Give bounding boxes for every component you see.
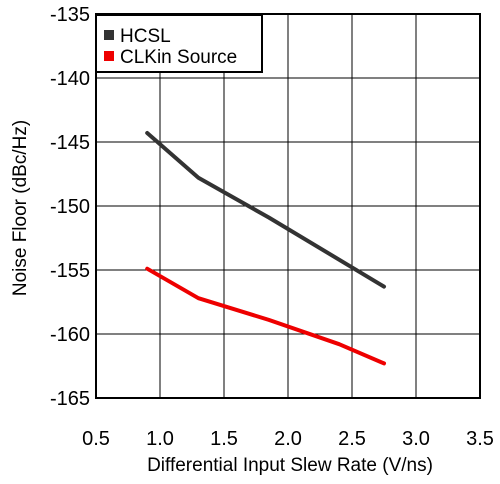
x-tick-label: 1.5 bbox=[210, 428, 238, 450]
x-tick-label: 3.5 bbox=[466, 428, 494, 450]
y-tick-label: -155 bbox=[50, 260, 90, 282]
x-tick-label: 3.0 bbox=[402, 428, 430, 450]
legend-swatch-clkin-source bbox=[104, 51, 114, 61]
y-tick-label: -135 bbox=[50, 4, 90, 26]
y-axis-title: Noise Floor (dBc/Hz) bbox=[10, 120, 31, 296]
legend-box bbox=[95, 14, 263, 73]
x-tick-label: 1.0 bbox=[146, 428, 174, 450]
legend: HCSL CLKin Source bbox=[95, 14, 263, 73]
y-tick-label: -145 bbox=[50, 132, 90, 154]
x-tick-label: 0.5 bbox=[82, 428, 110, 450]
legend-label-clkin-source: CLKin Source bbox=[120, 47, 237, 68]
y-tick-label: -165 bbox=[50, 388, 90, 410]
series-layer bbox=[145, 131, 386, 366]
legend-label-hcsl: HCSL bbox=[120, 26, 171, 47]
legend-swatch-hcsl bbox=[104, 30, 114, 40]
x-tick-label: 2.0 bbox=[274, 428, 302, 450]
y-tick-label: -150 bbox=[50, 196, 90, 218]
y-tick-label: -140 bbox=[50, 68, 90, 90]
x-axis-title: Differential Input Slew Rate (V/ns) bbox=[147, 455, 433, 476]
plot-frame bbox=[95, 13, 481, 399]
x-tick-label: 2.5 bbox=[338, 428, 366, 450]
y-tick-labels: -135 -140 -145 -150 -155 -160 -165 bbox=[50, 4, 90, 410]
y-tick-label: -160 bbox=[50, 324, 90, 346]
series-line-clkin-source bbox=[145, 266, 386, 366]
series-line-hcsl bbox=[145, 131, 386, 289]
x-tick-labels: 0.5 1.0 1.5 2.0 2.5 3.0 3.5 bbox=[82, 428, 494, 450]
